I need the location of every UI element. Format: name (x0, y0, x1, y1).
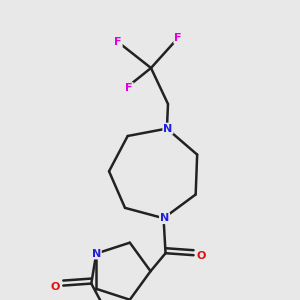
Text: F: F (125, 83, 133, 93)
Text: N: N (92, 249, 101, 259)
Text: N: N (160, 213, 169, 223)
Text: F: F (174, 33, 182, 43)
Text: O: O (51, 282, 60, 292)
Text: N: N (163, 124, 172, 134)
Text: O: O (197, 251, 206, 261)
Text: F: F (114, 37, 122, 47)
